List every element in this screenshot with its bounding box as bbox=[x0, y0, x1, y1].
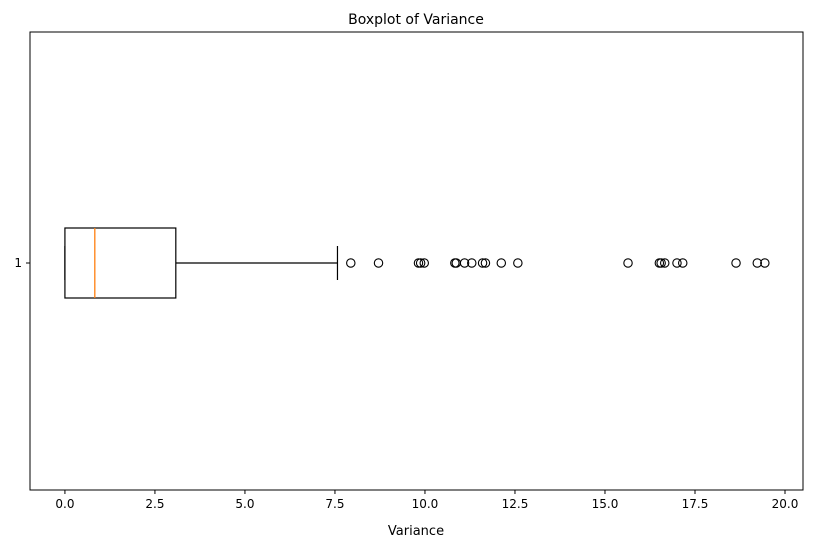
x-tick-label: 0.0 bbox=[55, 497, 74, 511]
outlier-point bbox=[677, 258, 688, 268]
plot-area bbox=[64, 227, 770, 299]
outlier-point bbox=[752, 258, 763, 268]
x-tick-label: 12.5 bbox=[502, 497, 529, 511]
x-tick-label: 20.0 bbox=[772, 497, 799, 511]
outlier-point bbox=[373, 258, 384, 268]
x-tick-label: 10.0 bbox=[412, 497, 439, 511]
y-tick-label: 1 bbox=[14, 256, 22, 270]
chart-title: Boxplot of Variance bbox=[348, 12, 484, 28]
x-tick-label: 15.0 bbox=[592, 497, 619, 511]
outlier-point bbox=[659, 258, 670, 268]
outlier-point bbox=[346, 258, 356, 268]
x-axis-label: Variance bbox=[388, 524, 444, 539]
x-axis-ticks: 0.0 2.5 5.0 7.5 10.0 12.5 15.0 17.5 20.0 bbox=[55, 490, 798, 511]
outlier-point bbox=[480, 258, 491, 268]
outlier-point bbox=[477, 258, 488, 268]
y-axis-ticks: 1 bbox=[14, 256, 30, 270]
outlier-point bbox=[496, 258, 507, 268]
outlier-point bbox=[760, 258, 770, 268]
outlier-point bbox=[672, 258, 682, 268]
outlier-point bbox=[415, 258, 426, 268]
outlier-point bbox=[419, 258, 429, 268]
x-tick-label: 17.5 bbox=[682, 497, 709, 511]
plot-frame bbox=[29, 31, 804, 491]
outlier-point bbox=[656, 258, 666, 268]
x-tick-label: 2.5 bbox=[145, 497, 164, 511]
outlier-point bbox=[513, 258, 523, 268]
x-tick-label: 7.5 bbox=[325, 497, 344, 511]
outlier-point bbox=[623, 258, 633, 268]
outlier-point bbox=[731, 258, 741, 268]
box-iqr bbox=[64, 227, 177, 299]
outlier-point bbox=[459, 258, 470, 268]
x-tick-label: 5.0 bbox=[235, 497, 254, 511]
outlier-point bbox=[467, 258, 477, 268]
